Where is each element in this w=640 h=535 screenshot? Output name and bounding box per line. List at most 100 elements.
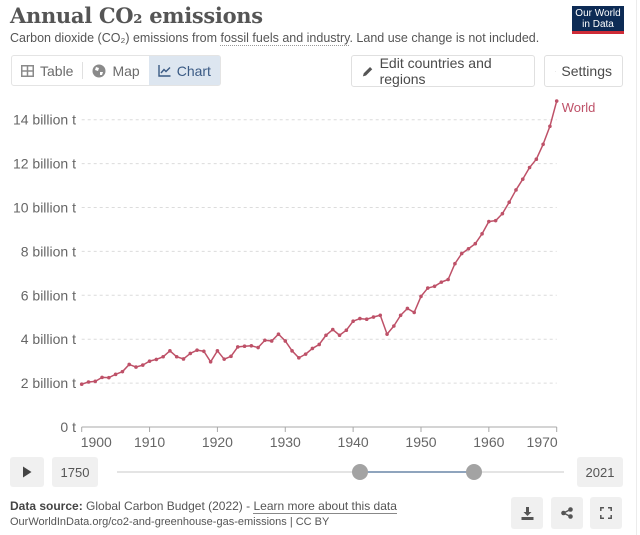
data-point [548, 124, 552, 129]
data-point [337, 333, 342, 338]
timeline-start-year[interactable]: 1750 [52, 457, 98, 487]
globe-icon [92, 64, 106, 77]
table-icon [21, 64, 34, 77]
x-tick-label: 1930 [270, 434, 301, 450]
y-axis: 0 t 2 billion t 4 billion t 6 billion t 8 bi… [13, 112, 76, 435]
timeline-track[interactable] [117, 471, 564, 473]
data-point [514, 188, 518, 192]
data-point [351, 319, 355, 324]
y-tick-label: 6 billion t [21, 287, 76, 303]
data-point [527, 165, 532, 170]
data-point [168, 349, 172, 353]
subtitle-text-end: . Land use change is not included. [349, 31, 540, 45]
fullscreen-button[interactable] [590, 497, 622, 529]
x-tick-label: 1950 [405, 434, 436, 450]
pencil-icon [362, 66, 373, 76]
timeline-start-handle[interactable] [352, 464, 368, 480]
data-point [453, 261, 457, 266]
subtitle-text: Carbon dioxide (CO₂) emissions from [10, 31, 221, 45]
data-point [378, 313, 383, 318]
timeline-end-year[interactable]: 2021 [577, 457, 623, 487]
data-point [195, 348, 199, 352]
y-tick-label: 2 billion t [21, 375, 76, 391]
data-point [330, 327, 335, 332]
x-tick-label: 1940 [338, 434, 369, 450]
data-point [303, 352, 308, 356]
share-button[interactable] [551, 497, 583, 529]
download-button[interactable] [511, 497, 543, 529]
series-label: World [562, 100, 596, 115]
y-tick-label: 12 billion t [13, 156, 76, 172]
data-point [93, 379, 98, 384]
data-point [127, 362, 131, 367]
data-point [554, 99, 559, 103]
y-tick-label: 8 billion t [21, 243, 76, 259]
data-point [371, 315, 376, 319]
tab-table[interactable]: Table [12, 56, 82, 85]
data-point [432, 284, 437, 289]
timeline-end-handle[interactable] [466, 464, 482, 480]
data-point [310, 346, 315, 351]
data-point [202, 349, 206, 354]
line-chart: 0 t 2 billion t 4 billion t 6 billion t 8 bi… [13, 99, 596, 450]
data-point [188, 351, 193, 356]
data-point [344, 328, 349, 333]
data-point [358, 316, 362, 321]
download-icon [521, 506, 533, 520]
data-point [541, 142, 545, 147]
owid-logo[interactable]: Our World in Data [572, 6, 624, 34]
tab-chart[interactable]: Chart [148, 56, 220, 85]
data-point [208, 360, 213, 364]
fullscreen-icon [600, 507, 612, 519]
x-tick-label: 1970 [527, 434, 558, 450]
data-point [466, 246, 471, 251]
data-point [520, 177, 525, 181]
tab-table-label: Table [40, 62, 74, 79]
share-icon [561, 507, 573, 519]
learn-more-link[interactable]: Learn more about this data [253, 499, 397, 514]
y-tick-label: 4 billion t [21, 331, 76, 347]
data-point [459, 251, 464, 256]
grid-lines [81, 119, 557, 384]
data-point [229, 354, 233, 359]
settings-button[interactable]: Settings [544, 55, 623, 87]
data-point [392, 324, 396, 328]
data-point [107, 375, 111, 380]
x-tick-label: 1920 [202, 434, 233, 450]
data-point [507, 200, 512, 205]
data-point [140, 363, 145, 367]
data-point [242, 344, 247, 349]
data-point [174, 354, 179, 359]
tab-map[interactable]: Map [83, 56, 148, 85]
logo-line-2: in Data [582, 19, 614, 30]
data-point [269, 339, 274, 343]
data-point [222, 357, 226, 361]
data-point [493, 218, 498, 223]
data-point [425, 286, 430, 290]
data-point [419, 294, 423, 299]
data-point [405, 306, 410, 311]
data-point [113, 372, 118, 377]
data-point [134, 365, 138, 369]
data-point [100, 375, 104, 380]
series-line-world [81, 100, 558, 385]
tab-separator [82, 62, 84, 79]
data-point [249, 343, 254, 348]
data-point [480, 232, 484, 236]
y-tick-label: 14 billion t [13, 112, 76, 128]
play-icon [23, 466, 32, 478]
data-point [446, 277, 450, 282]
x-axis: 1900 1910 1920 1930 1940 1950 1960 1970 [81, 426, 558, 450]
data-point [215, 349, 220, 353]
data-point [473, 241, 478, 246]
data-point [161, 354, 165, 359]
data-point [256, 345, 260, 350]
data-point [263, 338, 267, 343]
timeline-selected-range [360, 471, 474, 473]
fossil-fuels-link[interactable]: fossil fuels and industry [220, 31, 350, 46]
edit-countries-button[interactable]: Edit countries and regions [351, 55, 535, 87]
chart-title: Annual CO₂ emissions [10, 3, 263, 28]
data-point [500, 211, 505, 216]
data-point [290, 349, 294, 353]
play-button[interactable] [10, 457, 44, 487]
